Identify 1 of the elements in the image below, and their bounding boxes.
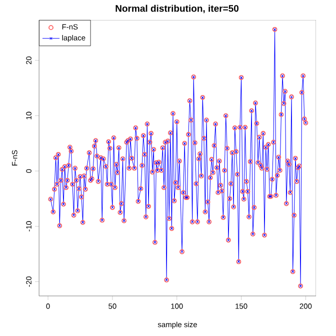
- chart-title: Normal distribution, iter=50: [116, 4, 239, 14]
